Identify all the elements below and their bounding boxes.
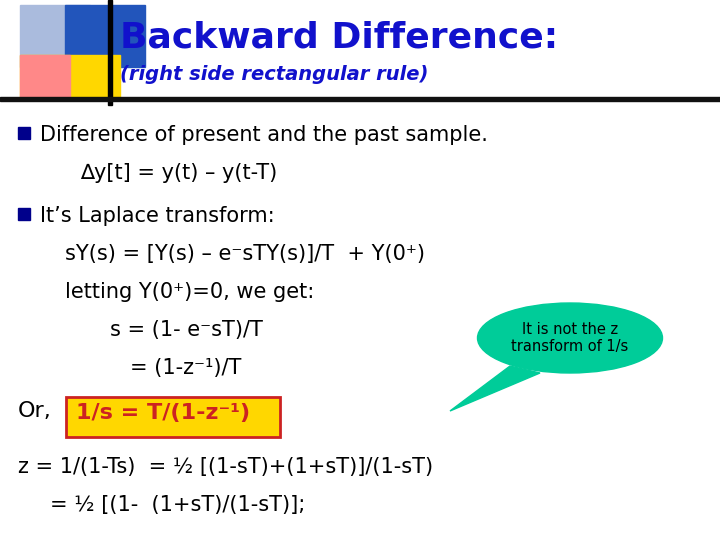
Text: It’s Laplace transform:: It’s Laplace transform: — [40, 206, 274, 226]
Polygon shape — [450, 366, 540, 411]
Bar — [20, 55, 120, 97]
Text: = (1-z⁻¹)/T: = (1-z⁻¹)/T — [130, 358, 241, 378]
FancyBboxPatch shape — [66, 397, 280, 437]
Bar — [20, 5, 90, 67]
Text: ∆y[t] = y(t) – y(t-T): ∆y[t] = y(t) – y(t-T) — [80, 163, 277, 183]
Text: It is not the z
transform of 1/s: It is not the z transform of 1/s — [511, 322, 629, 354]
Text: Backward Difference:: Backward Difference: — [120, 21, 558, 55]
Bar — [20, 55, 70, 97]
Bar — [18, 208, 30, 220]
Text: Or,: Or, — [18, 401, 52, 421]
Ellipse shape — [477, 303, 662, 373]
Text: letting Y(0⁺)=0, we get:: letting Y(0⁺)=0, we get: — [65, 282, 314, 302]
Text: s = (1- e⁻sT)/T: s = (1- e⁻sT)/T — [110, 320, 263, 340]
Text: sY(s) = [Y(s) – e⁻sTY(s)]/T  + Y(0⁺): sY(s) = [Y(s) – e⁻sTY(s)]/T + Y(0⁺) — [65, 244, 425, 264]
Bar — [65, 5, 145, 67]
Bar — [18, 127, 30, 139]
Text: Difference of present and the past sample.: Difference of present and the past sampl… — [40, 125, 488, 145]
Bar — [0, 97, 720, 101]
Bar — [108, 0, 112, 105]
Text: = ½ [(1-  (1+sT)/(1-sT)];: = ½ [(1- (1+sT)/(1-sT)]; — [50, 495, 305, 515]
Text: 1/s = T/(1-z⁻¹): 1/s = T/(1-z⁻¹) — [76, 403, 250, 423]
Text: (right side rectangular rule): (right side rectangular rule) — [120, 65, 428, 84]
Text: z = 1/(1-Ts)  = ½ [(1-sT)+(1+sT)]/(1-sT): z = 1/(1-Ts) = ½ [(1-sT)+(1+sT)]/(1-sT) — [18, 457, 433, 477]
